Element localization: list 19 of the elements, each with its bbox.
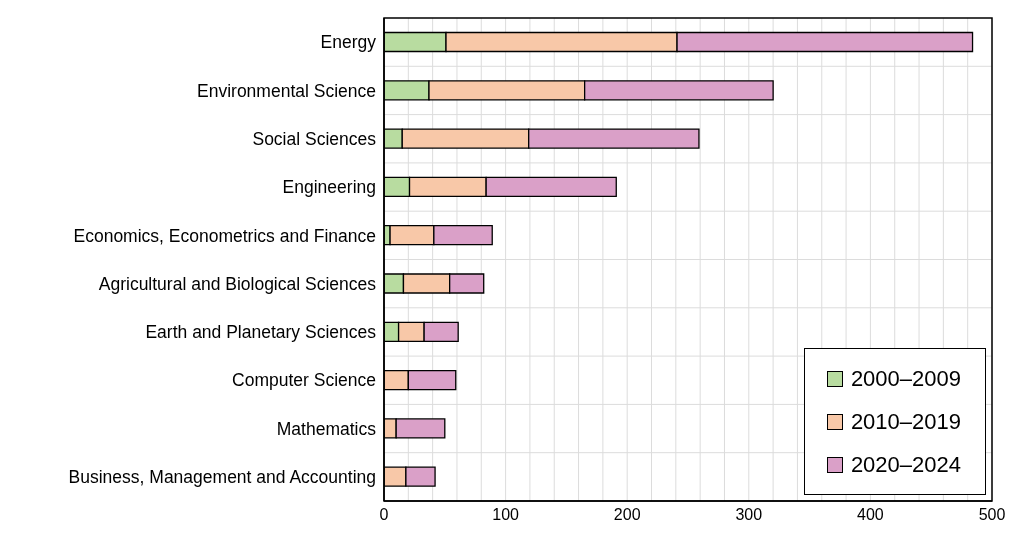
legend-label: 2000–2009 bbox=[850, 365, 961, 393]
legend-label: 2020–2024 bbox=[850, 451, 961, 479]
y-tick-label: Social Sciences bbox=[252, 128, 377, 149]
y-tick-label: Agricultural and Biological Sciences bbox=[98, 273, 377, 294]
y-tick-label: Environmental Science bbox=[197, 80, 376, 101]
x-tick-label: 400 bbox=[857, 506, 884, 524]
x-tick-label: 300 bbox=[735, 506, 763, 524]
y-tick-label: Business, Management and Accounting bbox=[68, 467, 376, 488]
y-tick-label: Energy bbox=[320, 32, 377, 53]
legend-label: 2010–2019 bbox=[850, 408, 961, 436]
x-tick-label: 200 bbox=[613, 506, 641, 524]
x-tick-label: 100 bbox=[492, 506, 520, 524]
x-tick-label: 500 bbox=[978, 506, 1006, 524]
y-tick-label: Earth and Planetary Sciences bbox=[145, 322, 377, 343]
y-tick-label: Economics, Econometrics and Finance bbox=[73, 225, 376, 246]
y-tick-label: Mathematics bbox=[276, 418, 377, 439]
x-tick-label: 0 bbox=[379, 506, 389, 524]
y-tick-label: Engineering bbox=[282, 177, 376, 198]
y-tick-label: Computer Science bbox=[232, 370, 376, 391]
